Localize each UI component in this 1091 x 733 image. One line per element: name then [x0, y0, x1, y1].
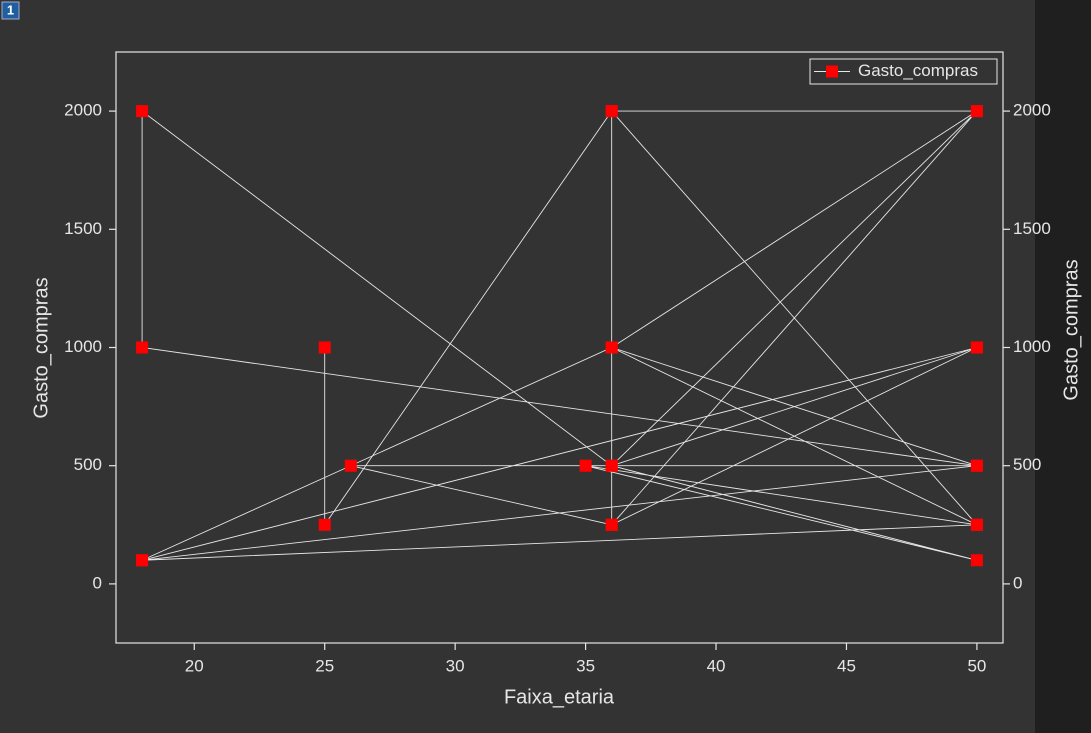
data-marker: [970, 341, 983, 354]
data-marker: [344, 459, 357, 472]
data-marker: [136, 341, 149, 354]
data-marker: [605, 341, 618, 354]
data-marker: [970, 459, 983, 472]
x-axis-label: Faixa_etaria: [504, 686, 615, 708]
data-marker: [970, 518, 983, 531]
y2-tick-label: 500: [1013, 455, 1041, 474]
y-tick-label: 2000: [64, 101, 102, 120]
data-marker: [970, 105, 983, 118]
x-tick-label: 45: [837, 656, 856, 675]
data-marker: [136, 105, 149, 118]
data-marker: [579, 459, 592, 472]
y-tick-label: 1000: [64, 337, 102, 356]
badge-box: [1, 1, 20, 20]
y2-tick-label: 1500: [1013, 219, 1051, 238]
data-marker: [318, 518, 331, 531]
data-marker: [318, 341, 331, 354]
data-marker: [136, 554, 149, 567]
x-tick-label: 25: [315, 656, 334, 675]
x-tick-label: 30: [446, 656, 465, 675]
y-axis-label: Gasto_compras: [30, 277, 52, 418]
badge: 1: [7, 2, 14, 17]
y2-axis-label: Gasto_compras: [1060, 259, 1082, 400]
x-tick-label: 40: [707, 656, 726, 675]
x-tick-label: 35: [576, 656, 595, 675]
legend-label: Gasto_compras: [858, 61, 978, 80]
data-marker: [605, 459, 618, 472]
y2-tick-label: 2000: [1013, 101, 1051, 120]
y2-tick-label: 1000: [1013, 337, 1051, 356]
x-tick-label: 50: [967, 656, 986, 675]
legend-marker: [826, 65, 838, 78]
data-marker: [605, 518, 618, 531]
y2-tick-label: 0: [1013, 573, 1022, 592]
y-tick-label: 500: [74, 455, 102, 474]
side-panel: [1035, 0, 1091, 733]
y-tick-label: 0: [93, 573, 102, 592]
data-marker: [970, 554, 983, 567]
x-tick-label: 20: [185, 656, 204, 675]
plot-background: [0, 0, 1035, 733]
y-tick-label: 1500: [64, 219, 102, 238]
data-marker: [605, 105, 618, 118]
